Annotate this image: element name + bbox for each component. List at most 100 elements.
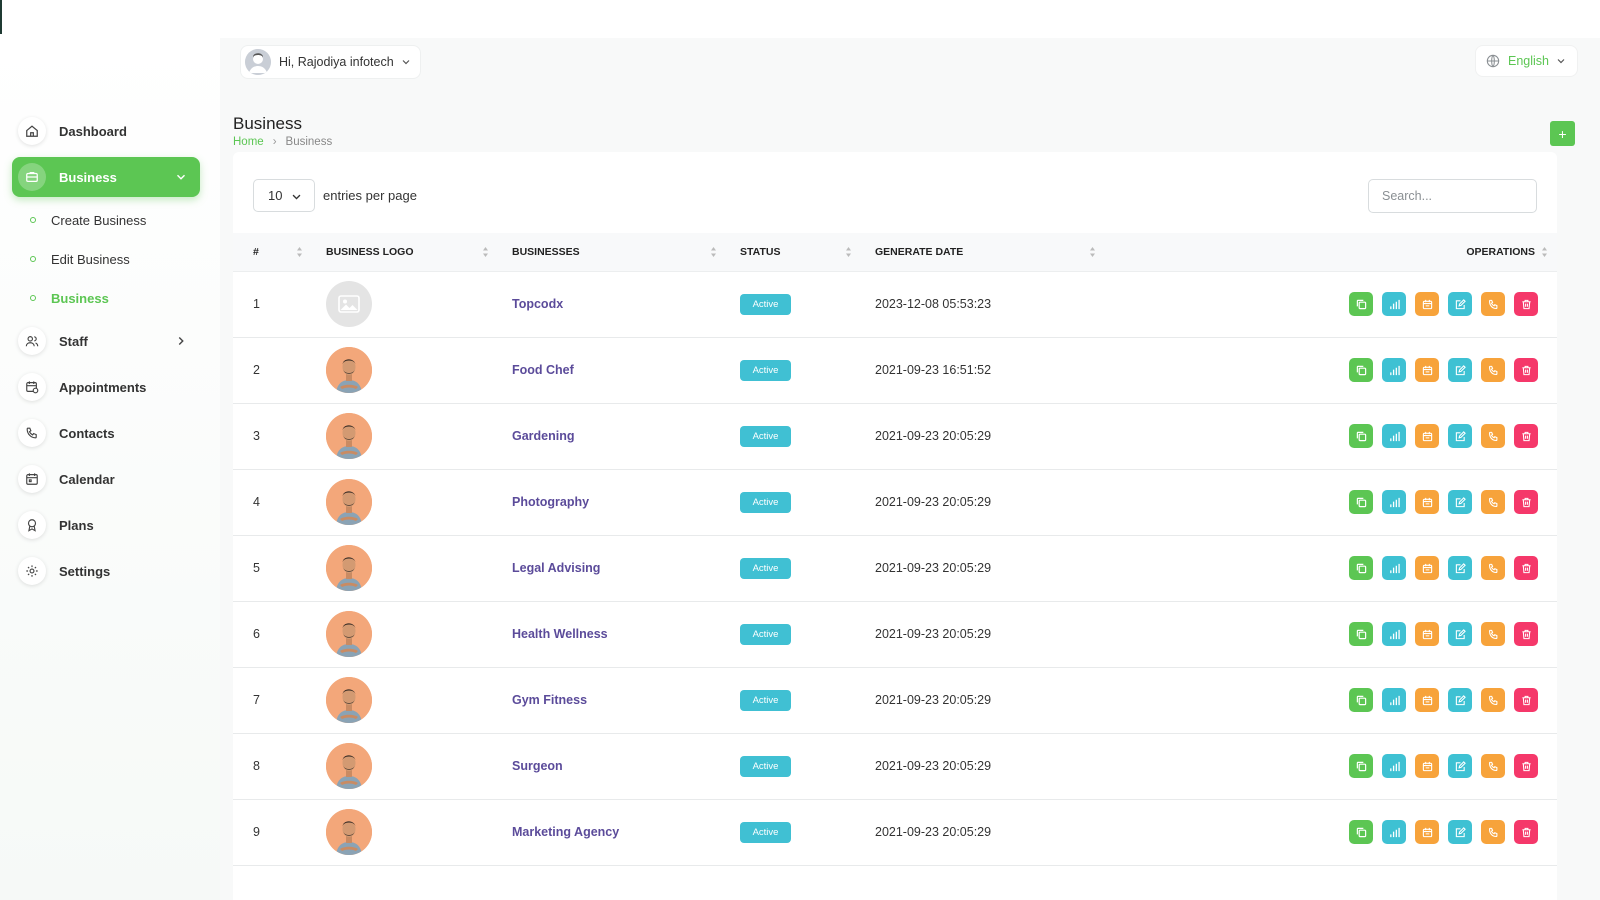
operations-group <box>1125 490 1557 514</box>
appointments-button[interactable] <box>1415 358 1439 382</box>
sidebar-item-contacts[interactable]: Contacts <box>12 413 200 453</box>
analytics-button[interactable] <box>1382 820 1406 844</box>
breadcrumb-home-link[interactable]: Home <box>233 136 264 148</box>
analytics-button[interactable] <box>1382 622 1406 646</box>
appointments-button[interactable] <box>1415 556 1439 580</box>
copy-icon <box>1356 365 1367 376</box>
entries-per-page-select[interactable]: 10 <box>253 179 315 212</box>
edit-button[interactable] <box>1448 292 1472 316</box>
column-header-businesses[interactable]: BUSINESSES <box>512 233 740 272</box>
edit-button[interactable] <box>1448 622 1472 646</box>
delete-button[interactable] <box>1514 754 1538 778</box>
business-name-link[interactable]: Health Wellness <box>512 627 608 641</box>
delete-button[interactable] <box>1514 556 1538 580</box>
business-name-link[interactable]: Gym Fitness <box>512 693 588 707</box>
search-input[interactable] <box>1368 179 1537 213</box>
copy-button[interactable] <box>1349 424 1373 448</box>
analytics-button[interactable] <box>1382 490 1406 514</box>
appointments-button[interactable] <box>1415 622 1439 646</box>
analytics-button[interactable] <box>1382 688 1406 712</box>
contacts-button[interactable] <box>1481 424 1505 448</box>
sidebar-item-calendar[interactable]: Calendar <box>12 459 200 499</box>
contacts-button[interactable] <box>1481 622 1505 646</box>
table-row: 4 Photography Active 2021-09-23 20:05:29 <box>233 469 1557 535</box>
phone-icon <box>18 419 46 447</box>
delete-button[interactable] <box>1514 820 1538 844</box>
sidebar-item-plans[interactable]: Plans <box>12 505 200 545</box>
edit-button[interactable] <box>1448 556 1472 580</box>
edit-button[interactable] <box>1448 424 1472 448</box>
column-header-business-logo[interactable]: BUSINESS LOGO <box>326 233 512 272</box>
sidebar-item-business[interactable]: Business <box>12 157 200 197</box>
sidebar-subitem-business[interactable]: Business <box>30 288 109 308</box>
analytics-button[interactable] <box>1382 358 1406 382</box>
contacts-button[interactable] <box>1481 820 1505 844</box>
business-name-link[interactable]: Legal Advising <box>512 561 601 575</box>
operations-group <box>1125 292 1557 316</box>
user-menu[interactable]: Hi, Rajodiya infotech <box>240 45 421 79</box>
business-name-link[interactable]: Surgeon <box>512 759 563 773</box>
delete-button[interactable] <box>1514 622 1538 646</box>
add-business-button[interactable]: + <box>1550 121 1575 146</box>
business-name-link[interactable]: Photography <box>512 495 590 509</box>
edit-button[interactable] <box>1448 688 1472 712</box>
delete-button[interactable] <box>1514 490 1538 514</box>
delete-button[interactable] <box>1514 688 1538 712</box>
sidebar-item-appointments[interactable]: Appointments <box>12 367 200 407</box>
column-header-status[interactable]: STATUS <box>740 233 875 272</box>
status-cell: Active <box>740 535 875 601</box>
column-header-generate-date[interactable]: GENERATE DATE <box>875 233 1125 272</box>
business-name-link[interactable]: Gardening <box>512 429 575 443</box>
edit-button[interactable] <box>1448 754 1472 778</box>
analytics-button[interactable] <box>1382 556 1406 580</box>
analytics-button[interactable] <box>1382 754 1406 778</box>
delete-button[interactable] <box>1514 292 1538 316</box>
operations-cell <box>1125 733 1557 799</box>
contacts-button[interactable] <box>1481 358 1505 382</box>
contacts-button[interactable] <box>1481 688 1505 712</box>
contacts-button[interactable] <box>1481 754 1505 778</box>
appointments-button[interactable] <box>1415 820 1439 844</box>
column-header-number[interactable]: # <box>233 233 326 272</box>
contacts-button[interactable] <box>1481 556 1505 580</box>
appointments-button[interactable] <box>1415 292 1439 316</box>
copy-button[interactable] <box>1349 556 1373 580</box>
delete-button[interactable] <box>1514 358 1538 382</box>
analytics-button[interactable] <box>1382 292 1406 316</box>
business-table: # BUSINESS LOGO BUSINESSES STATUS GENERA… <box>233 233 1557 866</box>
copy-button[interactable] <box>1349 292 1373 316</box>
user-greeting: Hi, Rajodiya infotech <box>279 55 394 69</box>
copy-button[interactable] <box>1349 820 1373 844</box>
sidebar-item-staff[interactable]: Staff <box>12 321 200 361</box>
sidebar-subitem-edit-business[interactable]: Edit Business <box>30 249 130 269</box>
edit-button[interactable] <box>1448 820 1472 844</box>
analytics-button[interactable] <box>1382 424 1406 448</box>
copy-button[interactable] <box>1349 358 1373 382</box>
sidebar-subitem-create-business[interactable]: Create Business <box>30 210 146 230</box>
contacts-button[interactable] <box>1481 490 1505 514</box>
edit-button[interactable] <box>1448 358 1472 382</box>
business-name-link[interactable]: Food Chef <box>512 363 574 377</box>
sidebar-item-settings[interactable]: Settings <box>12 551 200 591</box>
column-header-label: BUSINESSES <box>512 245 580 258</box>
edit-button[interactable] <box>1448 490 1472 514</box>
language-selector[interactable]: English <box>1475 45 1578 77</box>
appointments-button[interactable] <box>1415 754 1439 778</box>
appointments-button[interactable] <box>1415 424 1439 448</box>
row-number: 4 <box>253 495 260 509</box>
copy-button[interactable] <box>1349 622 1373 646</box>
sidebar-item-dashboard[interactable]: Dashboard <box>12 111 200 151</box>
appointments-button[interactable] <box>1415 490 1439 514</box>
status-badge: Active <box>740 425 791 447</box>
appointments-button[interactable] <box>1415 688 1439 712</box>
breadcrumb: Home › Business <box>233 136 332 148</box>
contacts-button[interactable] <box>1481 292 1505 316</box>
copy-button[interactable] <box>1349 490 1373 514</box>
column-header-operations[interactable]: OPERATIONS <box>1125 233 1557 272</box>
column-header-label: STATUS <box>740 245 781 258</box>
copy-button[interactable] <box>1349 688 1373 712</box>
business-name-link[interactable]: Topcodx <box>512 297 564 311</box>
delete-button[interactable] <box>1514 424 1538 448</box>
business-name-link[interactable]: Marketing Agency <box>512 825 620 839</box>
copy-button[interactable] <box>1349 754 1373 778</box>
